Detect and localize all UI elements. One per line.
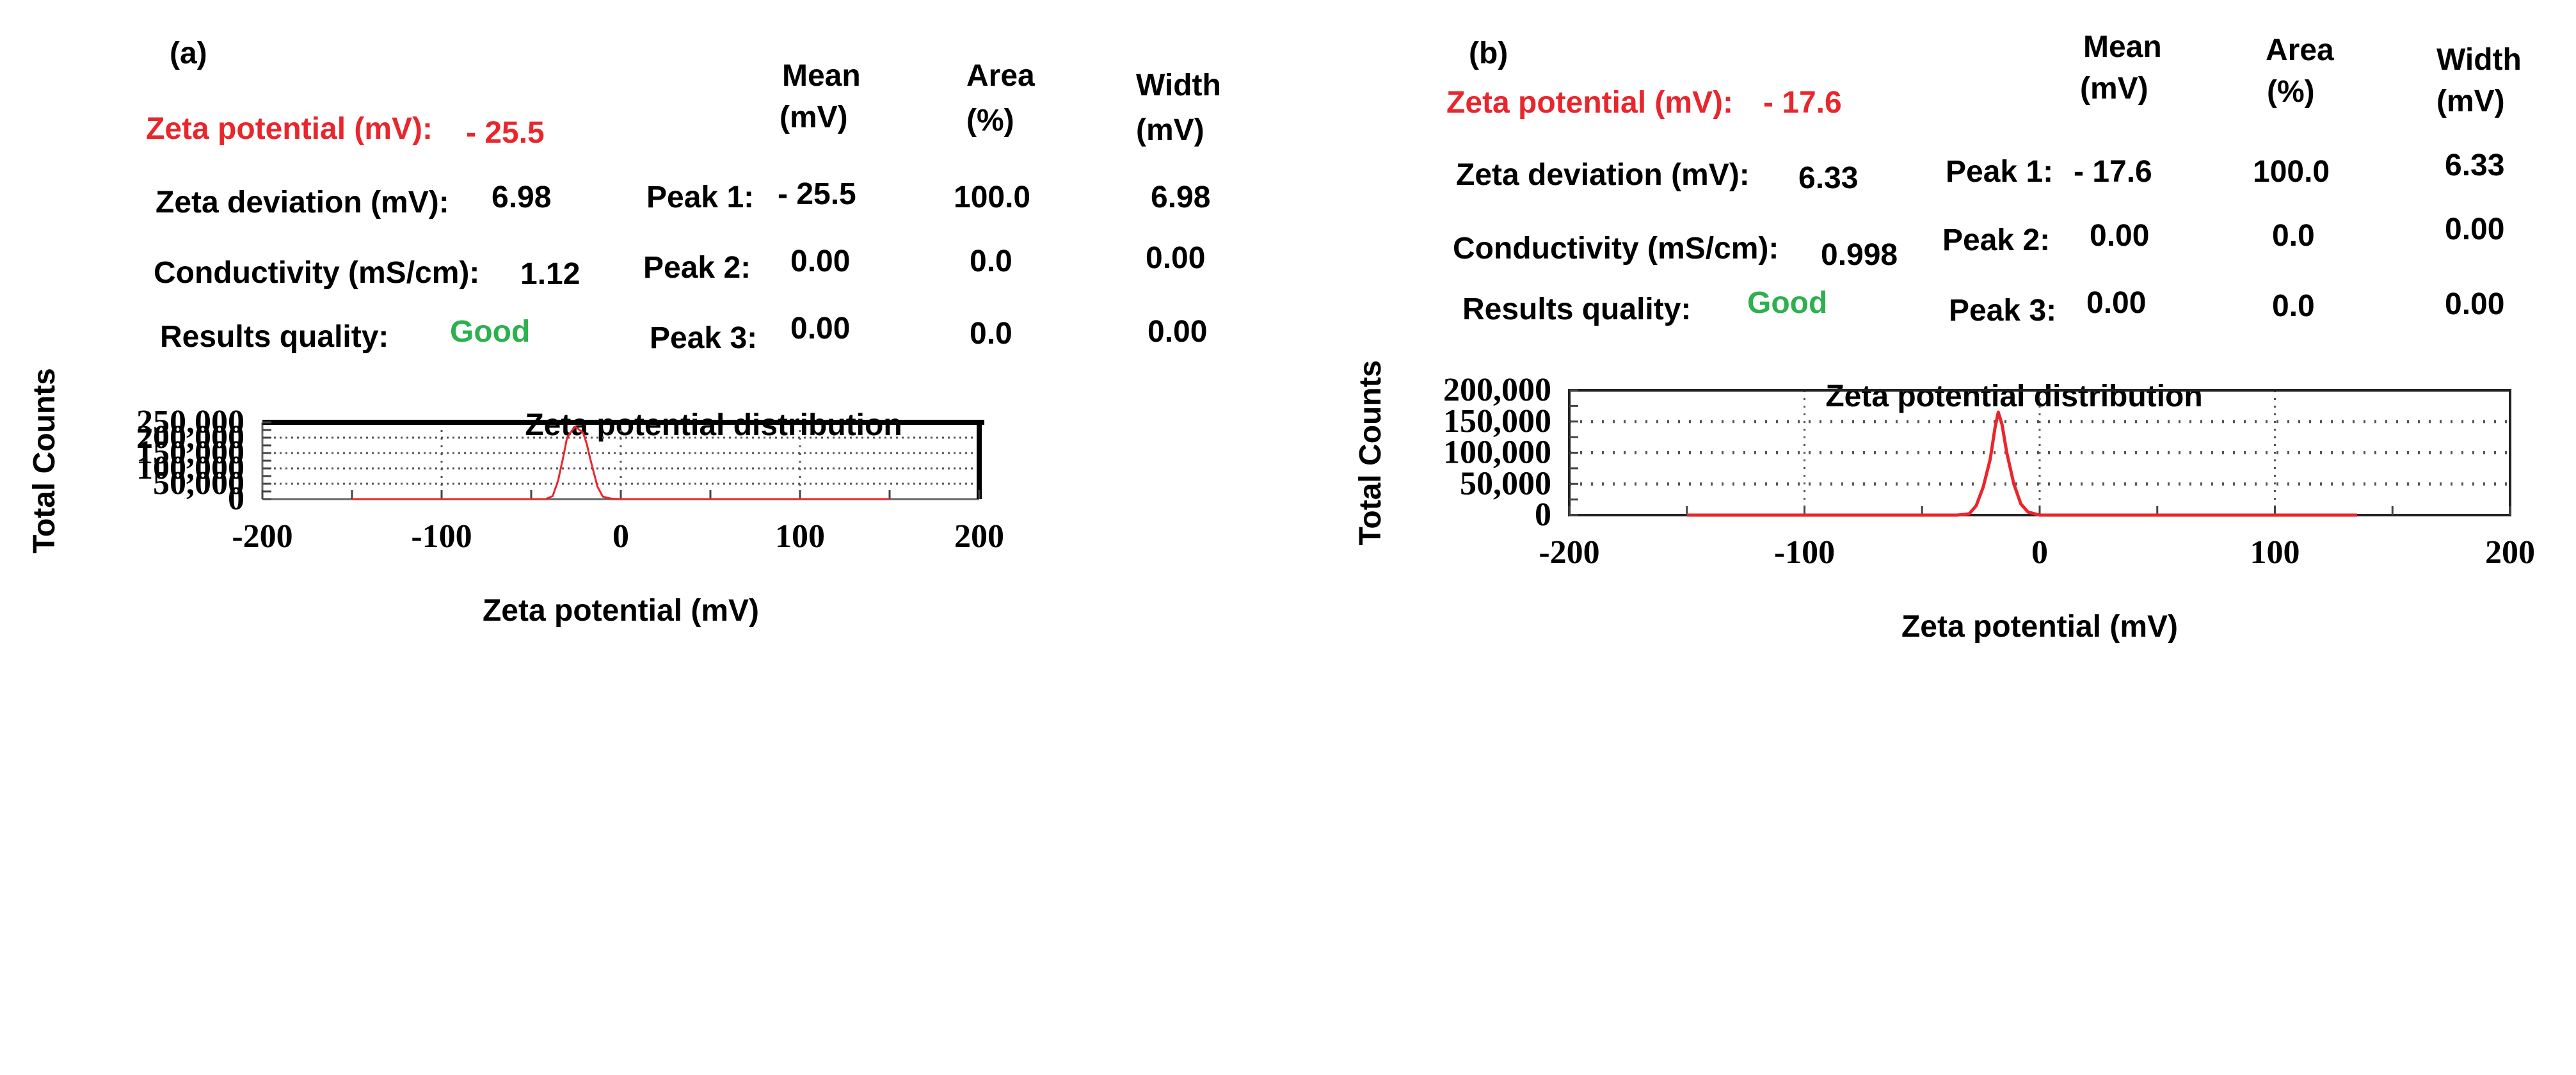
y-tick-label: 50,000 <box>1460 465 1551 502</box>
peak-row-label: Peak 2: <box>643 251 751 285</box>
area-header: Area <box>966 59 1035 93</box>
x-tick-label: 100 <box>775 518 825 555</box>
mean-unit: (mV) <box>2080 72 2148 106</box>
y-axis-label: Total Counts <box>28 368 61 553</box>
width-header: Width <box>2436 43 2522 77</box>
zeta-distribution-chart-b: Zeta potential distribution050,000100,00… <box>1354 360 2535 644</box>
zeta-deviation-label: Zeta deviation (mV): <box>156 186 449 219</box>
area-unit: (%) <box>966 104 1014 138</box>
width-header: Width <box>1136 68 1221 102</box>
peak-width: 0.00 <box>2445 287 2505 321</box>
peak-row-label: Peak 3: <box>650 321 758 355</box>
y-tick-label: 100,000 <box>136 450 244 486</box>
conductivity-value: 1.12 <box>520 257 580 291</box>
peak-area: 0.0 <box>2272 219 2315 253</box>
panel-b: (b) Zeta potential (mV): - 17.6 Zeta dev… <box>1288 0 2575 1075</box>
conductivity-label: Conductivity (mS/cm): <box>1453 232 1779 266</box>
mean-unit: (mV) <box>780 100 848 134</box>
peak-mean: 0.00 <box>2090 219 2150 253</box>
x-axis-label: Zeta potential (mV) <box>1901 610 2178 644</box>
area-unit: (%) <box>2267 75 2315 109</box>
peak-mean: 0.00 <box>2086 286 2147 320</box>
zeta-potential-label: Zeta potential (mV): <box>1446 86 1734 120</box>
peak-row-label: Peak 1: <box>646 180 755 214</box>
peak-row-label: Peak 2: <box>1942 223 2051 257</box>
peak-mean: 0.00 <box>790 244 851 278</box>
y-tick-label: 0 <box>228 481 244 517</box>
y-tick-label: 150,000 <box>136 434 244 471</box>
peak-width: 6.33 <box>2445 148 2505 182</box>
peak-area: 100.0 <box>954 180 1031 214</box>
conductivity-value: 0.998 <box>1821 238 1898 272</box>
distribution-curve <box>1686 410 2358 517</box>
results-quality-label: Results quality: <box>160 320 389 354</box>
mean-header: Mean <box>2083 30 2162 64</box>
width-unit: (mV) <box>2436 84 2505 118</box>
peak-mean: 0.00 <box>790 312 851 346</box>
peak-width: 0.00 <box>1148 315 1208 349</box>
peak-width: 6.98 <box>1151 180 1211 214</box>
x-tick-label: -100 <box>411 518 472 555</box>
x-tick-label: 100 <box>2250 534 2300 571</box>
panel-label: (a) <box>170 36 207 70</box>
conductivity-label: Conductivity (mS/cm): <box>154 256 480 290</box>
panel-a: (a) Zeta potential (mV): - 25.5 Zeta dev… <box>28 36 1221 628</box>
mean-header: Mean <box>782 59 861 93</box>
peak-row-label: Peak 3: <box>1949 294 2057 328</box>
zeta-deviation-value: 6.33 <box>1798 161 1859 195</box>
y-axis-label: Total Counts <box>1354 360 1388 546</box>
y-tick-label: 50,000 <box>153 465 244 502</box>
x-tick-label: 200 <box>2485 534 2535 571</box>
x-tick-label: -200 <box>1539 534 1599 571</box>
distribution-curve <box>352 426 890 500</box>
x-tick-label: 0 <box>612 518 629 555</box>
results-quality-value: Good <box>1747 286 1828 320</box>
zeta-potential-label: Zeta potential (mV): <box>146 112 433 146</box>
y-tick-label: 100,000 <box>1443 434 1551 471</box>
x-tick-label: 0 <box>2031 534 2048 571</box>
x-tick-label: -200 <box>232 518 292 555</box>
peak-mean: - 17.6 <box>2074 155 2152 189</box>
width-unit: (mV) <box>1136 113 1204 147</box>
x-axis-label: Zeta potential (mV) <box>483 594 759 628</box>
zeta-potential-value: - 25.5 <box>466 116 545 150</box>
peak-width: 0.00 <box>2445 212 2505 246</box>
zeta-distribution-chart-a: Zeta potential distribution050,000100,00… <box>28 368 1004 628</box>
peak-area: 0.0 <box>970 317 1012 351</box>
peak-row-label: Peak 1: <box>1946 155 2054 189</box>
peak-mean: - 25.5 <box>778 177 856 211</box>
peak-area: 0.0 <box>970 244 1012 278</box>
y-tick-label: 250,000 <box>136 404 244 440</box>
y-tick-label: 150,000 <box>1443 403 1551 440</box>
x-tick-label: -100 <box>1774 534 1835 571</box>
zeta-deviation-value: 6.98 <box>492 180 552 214</box>
chart-title: Zeta potential distribution <box>1825 379 2202 413</box>
y-tick-label: 200,000 <box>136 419 244 456</box>
zeta-potential-value: - 17.6 <box>1763 86 1842 120</box>
y-tick-label: 0 <box>1535 497 1551 533</box>
zeta-deviation-label: Zeta deviation (mV): <box>1456 158 1750 192</box>
area-header: Area <box>2266 33 2334 67</box>
panel-label: (b) <box>1469 36 1508 70</box>
peak-area: 0.0 <box>2272 289 2315 323</box>
chart-title: Zeta potential distribution <box>525 408 902 442</box>
results-quality-value: Good <box>450 315 531 349</box>
x-tick-label: 200 <box>954 518 1004 555</box>
peak-width: 0.00 <box>1146 241 1206 275</box>
results-quality-label: Results quality: <box>1462 292 1692 326</box>
y-tick-label: 200,000 <box>1443 372 1551 408</box>
peak-area: 100.0 <box>2253 155 2330 189</box>
